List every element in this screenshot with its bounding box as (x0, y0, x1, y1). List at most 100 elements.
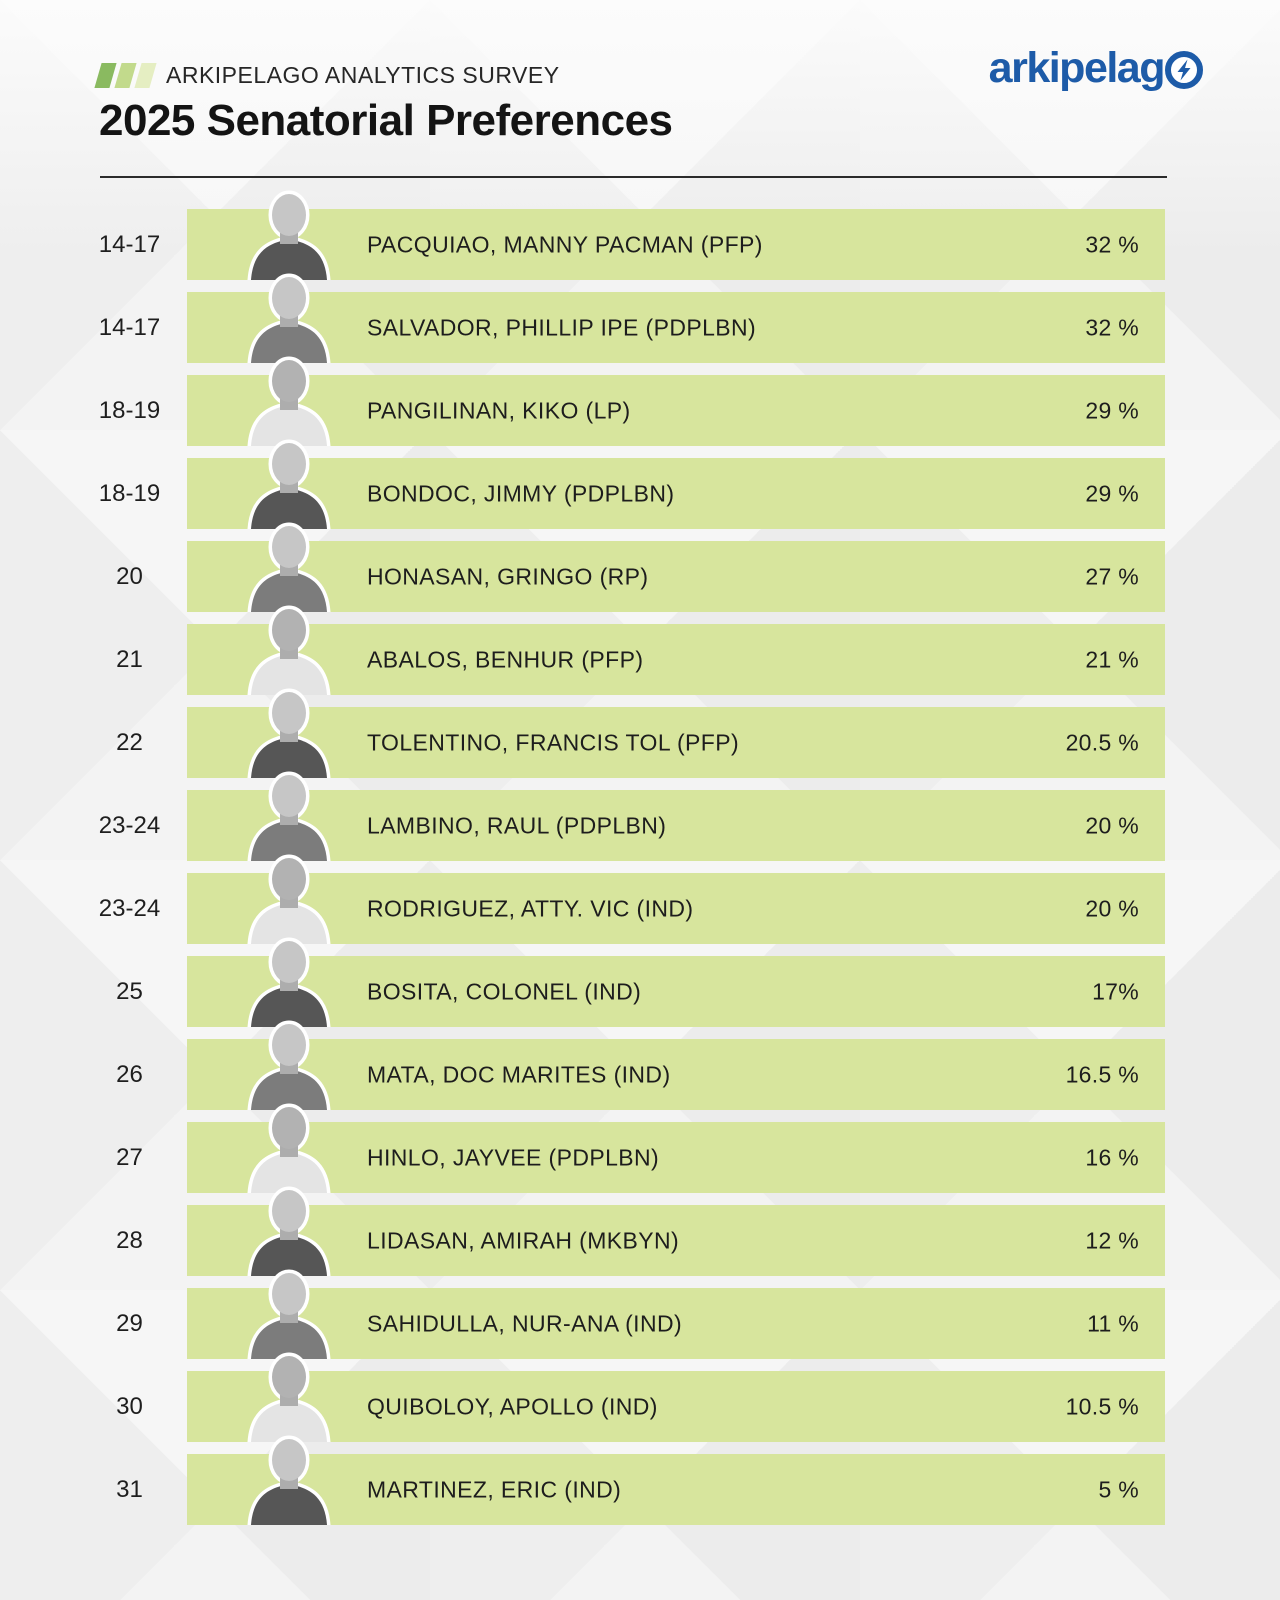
candidate-photo (243, 439, 335, 529)
rank-label: 18-19 (98, 396, 161, 424)
candidate-photo (243, 273, 335, 363)
percent-value: 16.5 % (1065, 1061, 1139, 1087)
candidate-name: MARTINEZ, ERIC (IND) (367, 1476, 622, 1502)
candidate-name: SALVADOR, PHILLIP IPE (PDPLBN) (367, 314, 757, 340)
result-bar: SALVADOR, PHILLIP IPE (PDPLBN) 32 % (187, 273, 1165, 363)
candidate-row: 23-24 RODRIGUEZ, ATTY. VIC (IND) 20 % (0, 854, 1280, 944)
result-bar: LAMBINO, RAUL (PDPLBN) 20 % (187, 771, 1165, 861)
candidate-row: 18-19 BONDOC, JIMMY (PDPLBN) 29 % (0, 439, 1280, 529)
rank-label: 28 (116, 1226, 143, 1254)
candidate-row: 21 ABALOS, BENHUR (PFP) 21 % (0, 605, 1280, 695)
candidate-row: 25 BOSITA, COLONEL (IND) 17% (0, 937, 1280, 1027)
result-bar: RODRIGUEZ, ATTY. VIC (IND) 20 % (187, 854, 1165, 944)
percent-value: 11 % (1087, 1310, 1139, 1336)
candidate-photo (243, 522, 335, 612)
candidate-name: ABALOS, BENHUR (PFP) (367, 646, 644, 672)
result-bar: HONASAN, GRINGO (RP) 27 % (187, 522, 1165, 612)
rank-label: 21 (116, 645, 143, 673)
arkipelago-logo: arkipelag (989, 44, 1203, 93)
candidate-row: 26 MATA, DOC MARITES (IND) 16.5 % (0, 1020, 1280, 1110)
brand-accent-squares-icon (94, 63, 157, 88)
result-bar: PACQUIAO, MANNY PACMAN (PFP) 32 % (187, 190, 1165, 280)
candidate-row: 18-19 PANGILINAN, KIKO (LP) 29 % (0, 356, 1280, 446)
result-bar: HINLO, JAYVEE (PDPLBN) 16 % (187, 1103, 1165, 1193)
rank-label: 20 (116, 562, 143, 590)
percent-value: 21 % (1085, 646, 1139, 672)
candidate-photo (243, 1435, 335, 1525)
accent-square-light (134, 63, 157, 88)
candidate-photo (243, 1352, 335, 1442)
candidate-photo (243, 356, 335, 446)
candidate-name: SAHIDULLA, NUR-ANA (IND) (367, 1310, 683, 1336)
candidate-name: BOSITA, COLONEL (IND) (367, 978, 642, 1004)
page-title: 2025 Senatorial Preferences (99, 96, 673, 145)
percent-value: 29 % (1085, 397, 1139, 423)
candidate-photo (243, 937, 335, 1027)
candidate-row: 28 LIDASAN, AMIRAH (MKBYN) 12 % (0, 1186, 1280, 1276)
accent-square-mid (114, 63, 137, 88)
result-bar: SAHIDULLA, NUR-ANA (IND) 11 % (187, 1269, 1165, 1359)
rank-label: 31 (116, 1475, 143, 1503)
candidate-row: 27 HINLO, JAYVEE (PDPLBN) 16 % (0, 1103, 1280, 1193)
percent-value: 17% (1092, 978, 1139, 1004)
percent-value: 27 % (1085, 563, 1139, 589)
candidate-photo (243, 605, 335, 695)
candidate-name: PACQUIAO, MANNY PACMAN (PFP) (367, 231, 763, 257)
candidate-row: 30 QUIBOLOY, APOLLO (IND) 10.5 % (0, 1352, 1280, 1442)
rank-label: 23-24 (98, 811, 161, 839)
candidate-photo (243, 1020, 335, 1110)
candidate-photo (243, 1269, 335, 1359)
survey-kicker: ARKIPELAGO ANALYTICS SURVEY (166, 62, 560, 88)
percent-value: 32 % (1085, 314, 1139, 340)
header-divider (100, 176, 1167, 178)
candidate-row: 22 TOLENTINO, FRANCIS TOL (PFP) 20.5 % (0, 688, 1280, 778)
rank-label: 27 (116, 1143, 143, 1171)
candidate-photo (243, 854, 335, 944)
candidate-row: 23-24 LAMBINO, RAUL (PDPLBN) 20 % (0, 771, 1280, 861)
candidate-name: RODRIGUEZ, ATTY. VIC (IND) (367, 895, 694, 921)
candidate-name: QUIBOLOY, APOLLO (IND) (367, 1393, 658, 1419)
rank-label: 22 (116, 728, 143, 756)
result-bar: BONDOC, JIMMY (PDPLBN) 29 % (187, 439, 1165, 529)
candidate-name: LIDASAN, AMIRAH (MKBYN) (367, 1227, 680, 1253)
percent-value: 29 % (1085, 480, 1139, 506)
result-bar: MARTINEZ, ERIC (IND) 5 % (187, 1435, 1165, 1525)
rank-label: 25 (116, 977, 143, 1005)
rank-label: 29 (116, 1309, 143, 1337)
candidate-row: 14-17 SALVADOR, PHILLIP IPE (PDPLBN) 32 … (0, 273, 1280, 363)
result-bar: MATA, DOC MARITES (IND) 16.5 % (187, 1020, 1165, 1110)
candidate-photo (243, 1186, 335, 1276)
result-bar: LIDASAN, AMIRAH (MKBYN) 12 % (187, 1186, 1165, 1276)
candidate-row: 31 MARTINEZ, ERIC (IND) 5 % (0, 1435, 1280, 1525)
candidate-name: PANGILINAN, KIKO (LP) (367, 397, 631, 423)
results-list: 14-17 PACQUIAO, MANNY PACMAN (PFP) 32 % … (0, 190, 1280, 1525)
candidate-photo (243, 771, 335, 861)
rank-label: 23-24 (98, 894, 161, 922)
result-bar: TOLENTINO, FRANCIS TOL (PFP) 20.5 % (187, 688, 1165, 778)
candidate-photo (243, 1103, 335, 1193)
percent-value: 20.5 % (1065, 729, 1139, 755)
percent-value: 20 % (1085, 812, 1139, 838)
result-bar: ABALOS, BENHUR (PFP) 21 % (187, 605, 1165, 695)
rank-label: 14-17 (98, 230, 161, 258)
candidate-name: MATA, DOC MARITES (IND) (367, 1061, 671, 1087)
rank-label: 18-19 (98, 479, 161, 507)
candidate-row: 14-17 PACQUIAO, MANNY PACMAN (PFP) 32 % (0, 190, 1280, 280)
rank-label: 14-17 (98, 313, 161, 341)
rank-label: 26 (116, 1060, 143, 1088)
result-bar: PANGILINAN, KIKO (LP) 29 % (187, 356, 1165, 446)
result-bar: QUIBOLOY, APOLLO (IND) 10.5 % (187, 1352, 1165, 1442)
result-bar: BOSITA, COLONEL (IND) 17% (187, 937, 1165, 1027)
candidate-name: HINLO, JAYVEE (PDPLBN) (367, 1144, 660, 1170)
candidate-name: HONASAN, GRINGO (RP) (367, 563, 649, 589)
candidate-row: 20 HONASAN, GRINGO (RP) 27 % (0, 522, 1280, 612)
lightning-bolt-circle-icon (1165, 51, 1203, 89)
percent-value: 32 % (1085, 231, 1139, 257)
percent-value: 12 % (1085, 1227, 1139, 1253)
candidate-name: TOLENTINO, FRANCIS TOL (PFP) (367, 729, 740, 755)
logo-text: arkipelag (988, 44, 1166, 92)
candidate-photo (243, 190, 335, 280)
accent-square-dark (94, 63, 117, 88)
candidate-name: BONDOC, JIMMY (PDPLBN) (367, 480, 675, 506)
